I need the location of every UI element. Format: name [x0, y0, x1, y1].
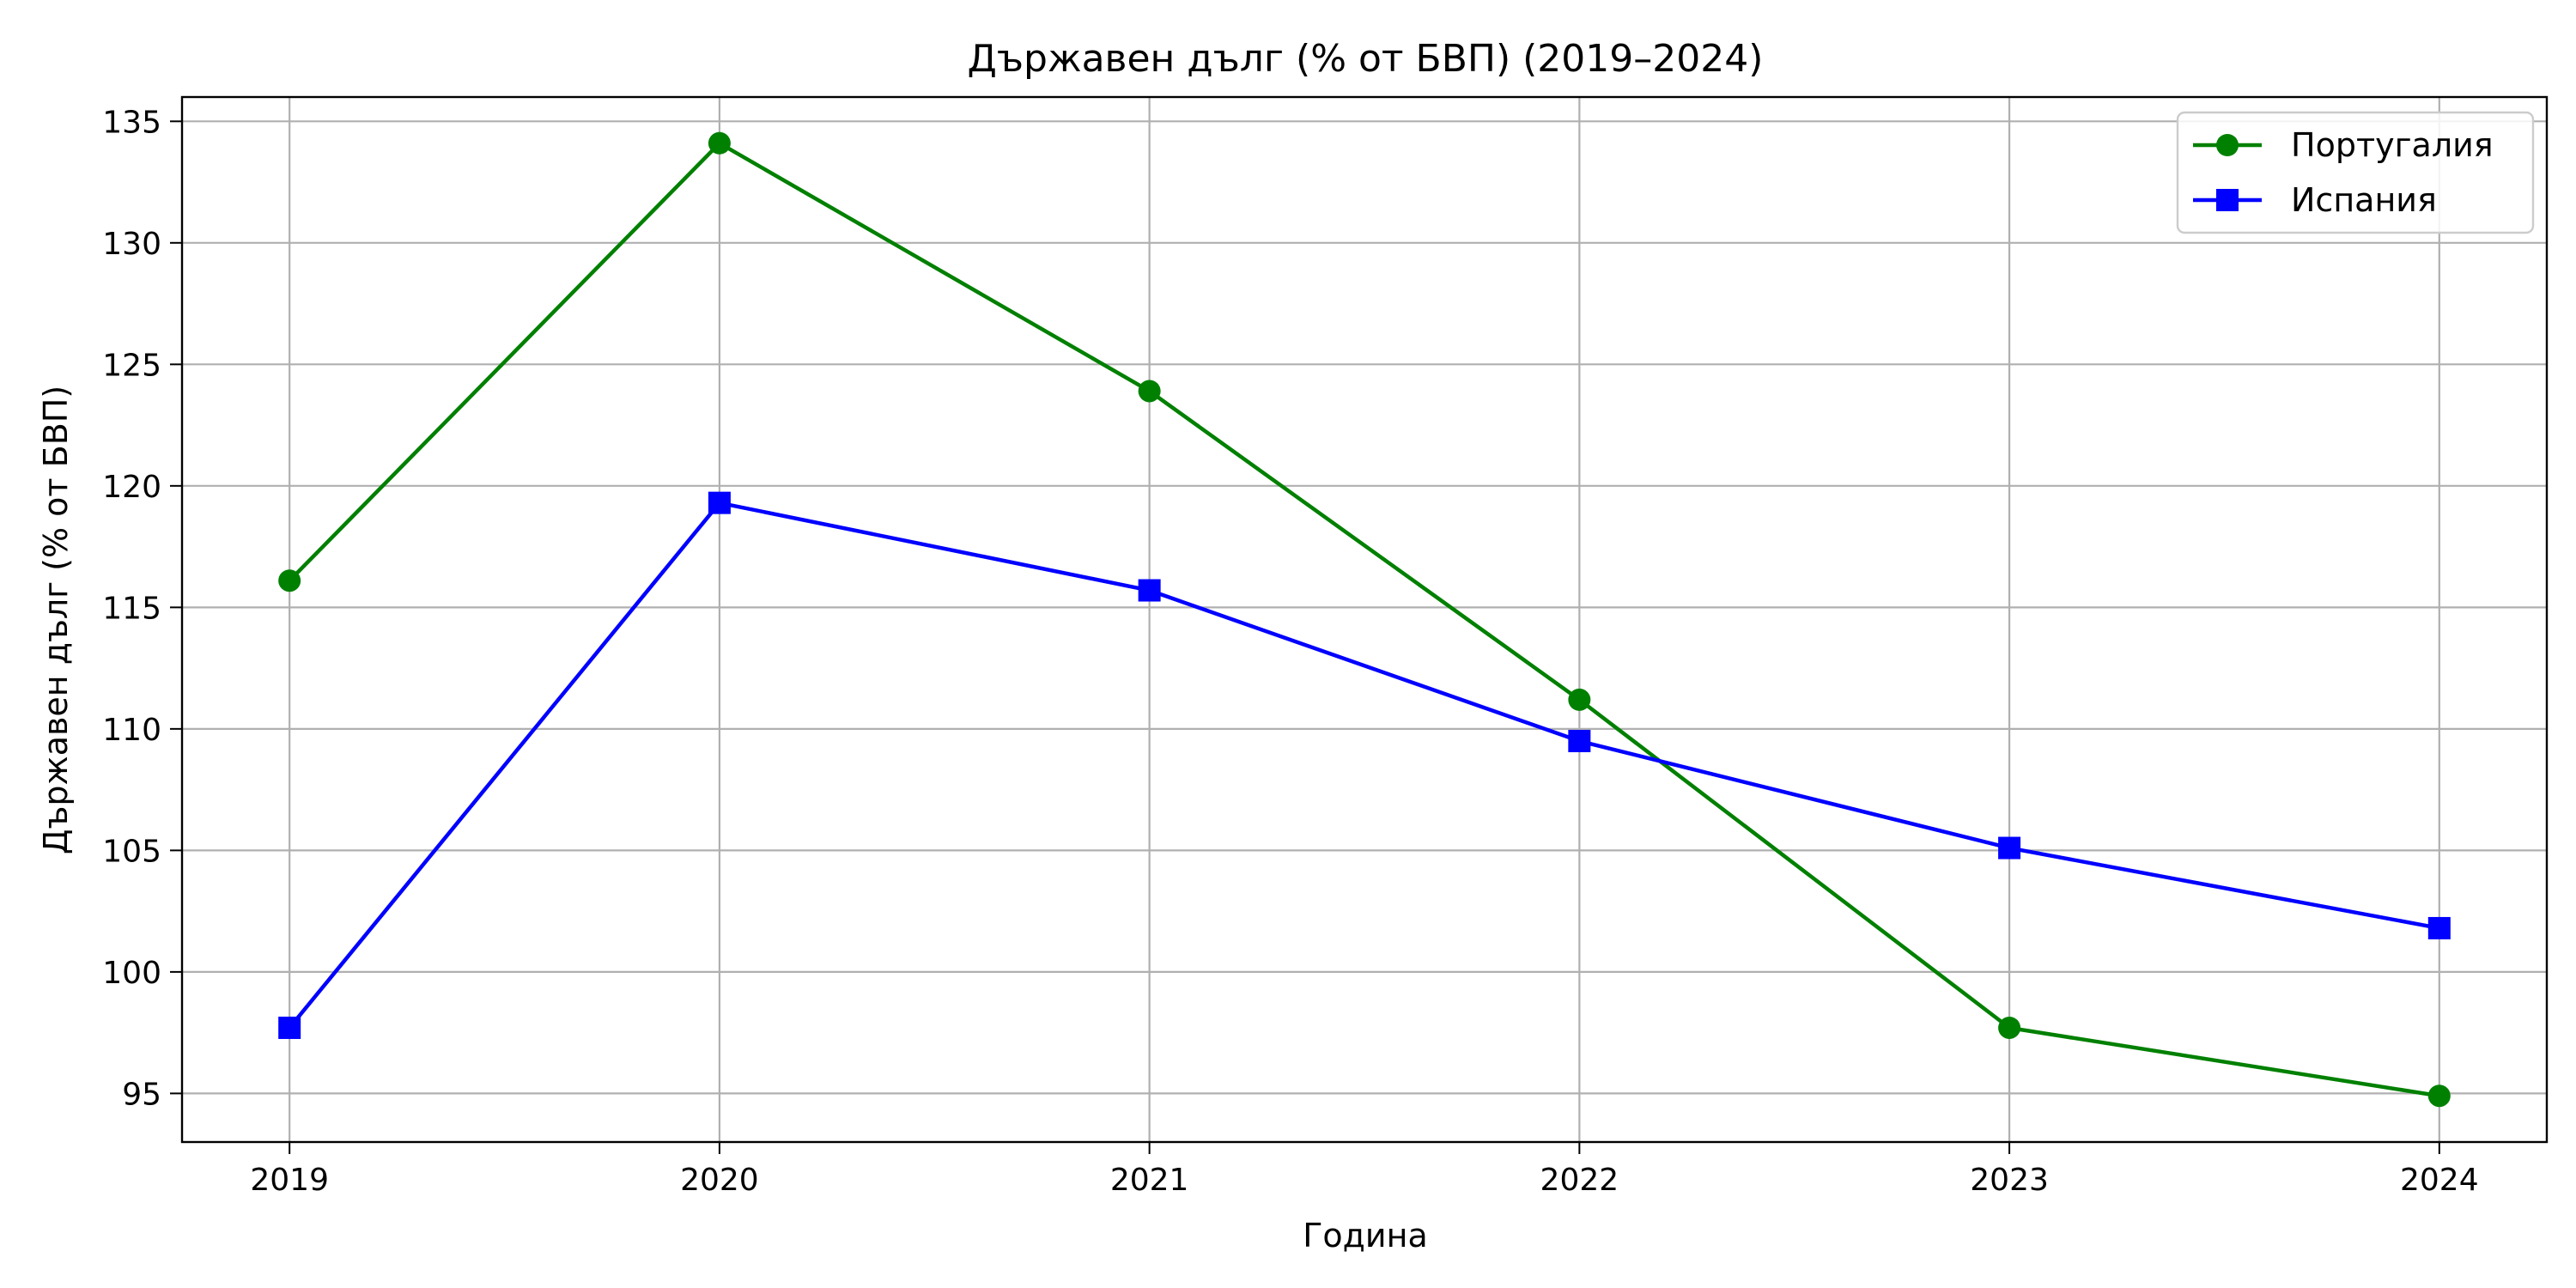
data-point: [1138, 579, 1161, 602]
data-point: [1998, 1016, 2021, 1039]
legend-label: Испания: [2291, 181, 2437, 219]
chart-title: Държавен дълг (% от БВП) (2019–2024): [968, 37, 1764, 81]
series-group: [278, 131, 2451, 1108]
data-point: [2427, 916, 2451, 939]
y-tick-label: 110: [102, 713, 161, 748]
x-tick-label: 2021: [1110, 1163, 1189, 1198]
x-tick-label: 2019: [250, 1163, 329, 1198]
legend-swatch-marker: [2216, 189, 2239, 211]
y-tick-label: 135: [102, 105, 161, 140]
legend: Португалия Испания: [2176, 111, 2535, 234]
data-point: [278, 569, 301, 592]
legend-label: Португалия: [2291, 126, 2494, 164]
data-point: [1138, 380, 1161, 403]
data-point: [278, 1016, 301, 1039]
y-tick-label: 125: [102, 348, 161, 383]
data-point: [1998, 836, 2021, 860]
data-point: [1568, 688, 1591, 711]
legend-swatch-marker: [2216, 134, 2239, 156]
data-point: [2427, 1084, 2451, 1108]
y-tick-label: 130: [102, 227, 161, 262]
y-tick-label: 95: [122, 1077, 161, 1112]
axis-ticks: 2019 2020 2021 2022 2023 2024 95 100 105 110 115 12…: [102, 105, 2478, 1198]
data-point: [708, 131, 731, 155]
plot-frame: [180, 95, 2549, 1144]
x-tick-label: 2023: [1970, 1163, 2049, 1198]
y-tick-label: 100: [102, 956, 161, 991]
series-1: [278, 131, 2451, 1108]
y-tick-label: 120: [102, 470, 161, 505]
legend-box: [2176, 111, 2535, 234]
data-point: [1568, 730, 1591, 753]
x-tick-label: 2022: [1540, 1163, 1619, 1198]
x-tick-label: 2020: [680, 1163, 759, 1198]
series-line: [288, 501, 2440, 1030]
grid-lines: [182, 97, 2547, 1142]
y-axis-label: Държавен дълг (% от БВП): [37, 386, 75, 854]
series-line: [288, 141, 2440, 1098]
y-tick-label: 105: [102, 834, 161, 869]
x-axis-label: Година: [1303, 1217, 1428, 1255]
y-tick-label: 115: [102, 591, 161, 626]
data-point: [708, 491, 731, 514]
series-2: [278, 491, 2451, 1039]
x-tick-label: 2024: [2400, 1163, 2479, 1198]
